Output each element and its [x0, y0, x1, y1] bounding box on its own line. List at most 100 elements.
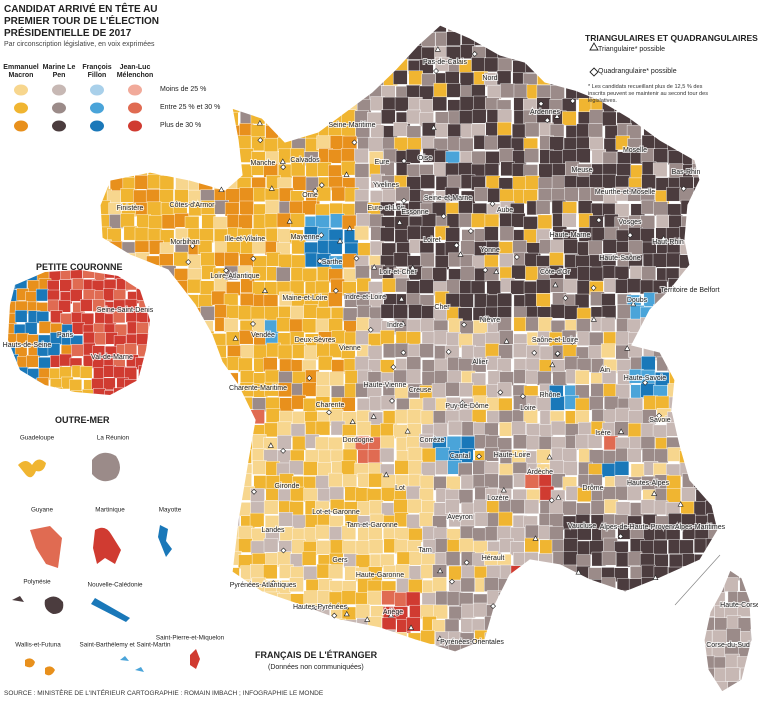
map-cell [605, 658, 619, 672]
triangle-marker [279, 158, 286, 164]
map-cell [614, 628, 630, 644]
france-outline [99, 24, 753, 693]
runoff-markers [185, 46, 687, 641]
map-cell [160, 657, 174, 671]
map-cell [499, 422, 514, 437]
map-cell [225, 47, 240, 62]
map-cell [694, 138, 709, 154]
map-cell [707, 382, 718, 398]
department-label: Aveyron [447, 514, 473, 521]
map-cell [328, 436, 343, 452]
department-label: Loir-et-Cher [379, 269, 417, 276]
map-cell [616, 589, 631, 605]
abroad-note: (Données non communiquées) [268, 664, 364, 671]
triangle-marker [349, 418, 356, 424]
map-cell [666, 590, 682, 606]
map-cell [525, 30, 540, 46]
map-cell [276, 619, 291, 634]
map-cell [211, 539, 226, 555]
map-cell [562, 500, 577, 516]
map-cell [668, 150, 683, 166]
map-cell [238, 659, 252, 673]
map-cell [548, 580, 564, 595]
map-cell [589, 174, 604, 189]
map-cell [740, 693, 754, 703]
map-cell [149, 367, 150, 381]
map-cell [367, 616, 382, 631]
map-cell [406, 318, 422, 334]
map-cell [486, 565, 501, 580]
map-cell [343, 34, 359, 49]
map-cell [149, 137, 164, 152]
map-cell [652, 162, 668, 178]
map-cell [149, 512, 164, 527]
department-label: Charente [316, 402, 345, 409]
map-cell [263, 357, 278, 372]
map-cell [601, 111, 617, 127]
map-cell [356, 317, 371, 332]
map-cell [616, 659, 630, 673]
map-cell [133, 138, 148, 153]
diamond-marker [544, 117, 551, 124]
map-cell [341, 71, 356, 87]
map-cell [577, 69, 592, 85]
map-cell [446, 174, 462, 190]
map-cell [314, 72, 330, 87]
map-cell [460, 240, 475, 255]
map-cell [692, 371, 707, 386]
map-cell [198, 44, 213, 59]
diamond-marker [617, 533, 624, 540]
diamond-marker [185, 259, 192, 265]
map-cell [718, 99, 732, 113]
map-cell [722, 136, 736, 150]
map-cell [630, 463, 646, 479]
map-cell [393, 304, 408, 319]
map-cell [225, 461, 240, 476]
map-cell [526, 659, 540, 673]
map-cell [125, 277, 138, 291]
department-label: Seine-et-Marne [424, 195, 472, 202]
map-cell [524, 58, 540, 73]
map-cell [588, 630, 604, 645]
map-cell [719, 539, 733, 553]
map-cell [496, 525, 512, 541]
map-cell [602, 173, 617, 189]
map-cell [289, 59, 304, 74]
map-cell [406, 356, 421, 372]
map-cell [249, 512, 265, 528]
map-cell [706, 435, 718, 451]
map-cell [172, 618, 187, 634]
map-cell [147, 616, 163, 632]
department-label: Finistère [117, 205, 144, 212]
map-cell [303, 304, 318, 319]
map-cell [525, 266, 540, 281]
map-cell [100, 200, 111, 215]
map-cell [198, 108, 214, 124]
map-cell [484, 57, 499, 73]
map-cell [8, 312, 17, 326]
map-cell [109, 99, 124, 114]
diamond-marker [223, 267, 230, 274]
map-cell [331, 44, 346, 59]
map-cell [511, 213, 526, 228]
map-cell [368, 31, 383, 46]
map-cell [691, 580, 707, 595]
map-cell [201, 577, 216, 592]
map-cell [239, 25, 254, 35]
map-cell [174, 72, 189, 87]
map-cell [682, 307, 698, 322]
map-cell [751, 617, 752, 632]
map-cell [563, 239, 578, 254]
map-cell [726, 628, 741, 643]
map-cell [589, 136, 604, 152]
map-cell [227, 474, 243, 489]
map-cell [472, 527, 487, 543]
map-cell [655, 333, 670, 348]
department-label: Haut-Rhin [652, 239, 684, 246]
department-label: Isère [595, 430, 611, 437]
map-cell [38, 357, 51, 370]
map-cell [706, 410, 718, 425]
map-cell [149, 591, 164, 607]
map-cell [471, 372, 486, 388]
map-cell [705, 58, 718, 73]
